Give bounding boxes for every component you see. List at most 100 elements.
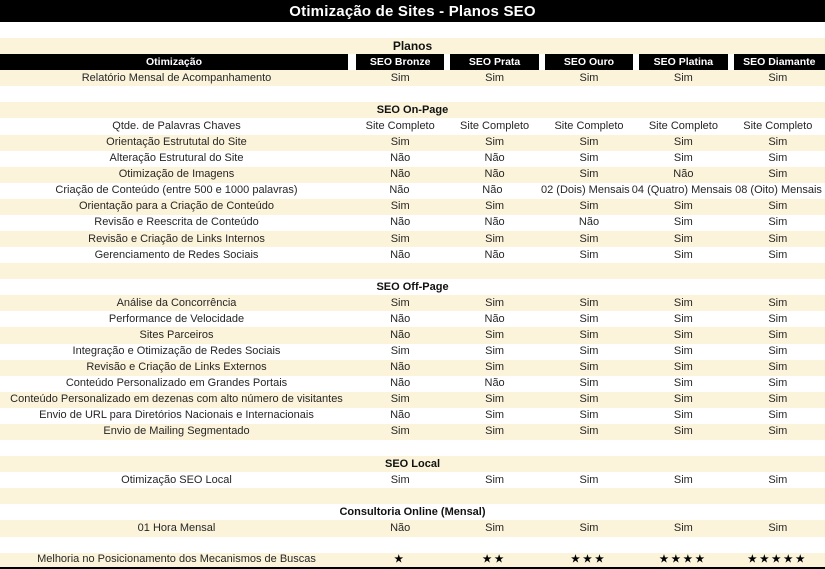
section-title: SEO Local bbox=[384, 457, 441, 470]
feature-value: Sim bbox=[485, 296, 505, 309]
rating-label: Melhoria no Posicionamento dos Mecanismo… bbox=[37, 553, 316, 566]
feature-value: Não bbox=[390, 377, 411, 390]
column-header-plan: SEO Platina bbox=[639, 54, 728, 71]
feature-value: Site Completo bbox=[460, 120, 530, 132]
feature-value: Sim bbox=[485, 393, 505, 406]
rating-row: Melhoria no Posicionamento dos Mecanismo… bbox=[0, 552, 825, 569]
feature-value: Sim bbox=[390, 200, 410, 213]
feature-value: Não bbox=[390, 312, 411, 325]
feature-value: Sim bbox=[485, 232, 505, 245]
feature-value: Sim bbox=[390, 296, 410, 309]
feature-value: Não bbox=[390, 409, 411, 422]
feature-value: Não bbox=[390, 216, 411, 229]
feature-row: Relatório Mensal de Acompanhamento Sim Sim… bbox=[0, 70, 825, 87]
feature-row: Sites Parceiros Não Sim Sim Sim Sim bbox=[0, 327, 825, 344]
feature-row: Envio de Mailing Segmentado Sim Sim Sim Sim S… bbox=[0, 423, 825, 441]
feature-value: Não bbox=[484, 377, 505, 390]
column-header-plan: SEO Ouro bbox=[544, 54, 634, 71]
feature-value: Sim bbox=[579, 425, 599, 438]
feature-label: Envio de Mailing Segmentado bbox=[103, 425, 250, 438]
feature-label: Revisão e Reescrita de Conteúdo bbox=[94, 216, 259, 229]
feature-value: Site Completo bbox=[365, 120, 435, 132]
feature-value: Sim bbox=[579, 136, 599, 149]
plans-title-row: Planos bbox=[0, 38, 825, 55]
feature-row: Conteúdo Personalizado em dezenas com al… bbox=[0, 391, 825, 408]
feature-value: Sim bbox=[673, 71, 693, 84]
feature-value: Não bbox=[390, 168, 411, 181]
star-rating: ★★★ bbox=[571, 553, 607, 565]
star-rating: ★★ bbox=[482, 553, 507, 565]
feature-row: 01 Hora Mensal Não Sim Sim Sim Sim bbox=[0, 520, 825, 537]
feature-value: Não bbox=[390, 329, 411, 342]
feature-label: Conteúdo Personalizado em Grandes Portai… bbox=[65, 377, 288, 390]
feature-label: Sites Parceiros bbox=[139, 329, 214, 342]
spacer-row bbox=[0, 22, 825, 38]
feature-row: Criação de Conteúdo (entre 500 e 1000 pa… bbox=[0, 183, 825, 199]
feature-value: Sim bbox=[768, 216, 788, 229]
feature-value: Sim bbox=[768, 473, 788, 486]
feature-value: Não bbox=[484, 248, 505, 261]
feature-value: Sim bbox=[579, 473, 599, 486]
column-header-plan: SEO Prata bbox=[450, 54, 539, 71]
feature-value: Não bbox=[482, 184, 503, 197]
feature-value: Sim bbox=[390, 232, 410, 245]
feature-value: Sim bbox=[768, 425, 788, 438]
feature-value: Sim bbox=[485, 136, 505, 149]
feature-label: Performance de Velocidade bbox=[108, 312, 245, 325]
star-rating: ★★★★ bbox=[659, 553, 708, 565]
feature-label: Orientação Estrututal do Site bbox=[106, 136, 247, 149]
feature-label: Orientação para a Criação de Conteúdo bbox=[78, 200, 275, 213]
spacer-row bbox=[0, 440, 825, 456]
feature-value: Sim bbox=[485, 473, 505, 486]
section-header-row: SEO Off-Page bbox=[0, 279, 825, 295]
feature-value: Sim bbox=[673, 521, 693, 534]
feature-value: Sim bbox=[390, 393, 410, 406]
feature-value: Sim bbox=[579, 345, 599, 358]
feature-value: Sim bbox=[673, 473, 693, 486]
feature-value: Sim bbox=[673, 232, 693, 245]
feature-value: Sim bbox=[768, 71, 788, 84]
feature-value: Sim bbox=[579, 329, 599, 342]
feature-label: Relatório Mensal de Acompanhamento bbox=[81, 71, 272, 84]
star-rating: ★ bbox=[394, 553, 407, 565]
page-title: Otimização de Sites - Planos SEO bbox=[0, 0, 825, 22]
feature-value: Sim bbox=[673, 377, 693, 390]
feature-label: Análise da Concorrência bbox=[116, 296, 237, 309]
section-header-row: Consultoria Online (Mensal) bbox=[0, 504, 825, 520]
feature-value: Sim bbox=[768, 168, 788, 181]
feature-value: Sim bbox=[579, 248, 599, 261]
section-title: Consultoria Online (Mensal) bbox=[339, 505, 486, 518]
feature-row: Integração e Otimização de Redes Sociais… bbox=[0, 344, 825, 360]
feature-label: Qtde. de Palavras Chaves bbox=[112, 120, 241, 132]
section-header-row: SEO Local bbox=[0, 456, 825, 473]
column-header-plan: SEO Bronze bbox=[356, 54, 445, 71]
feature-value: Sim bbox=[673, 248, 693, 261]
feature-row: Análise da Concorrência Sim Sim Sim Sim Sim bbox=[0, 295, 825, 312]
feature-value: Sim bbox=[768, 136, 788, 149]
feature-label: Otimização de Imagens bbox=[118, 168, 235, 181]
feature-value: Site Completo bbox=[648, 120, 718, 132]
feature-value: Não bbox=[390, 248, 411, 261]
feature-value: Sim bbox=[768, 377, 788, 390]
feature-label: 01 Hora Mensal bbox=[137, 521, 216, 534]
feature-value: Sim bbox=[579, 71, 599, 84]
feature-value: Sim bbox=[768, 361, 788, 374]
feature-row: Orientação Estrututal do Site Sim Sim Sim Si… bbox=[0, 134, 825, 151]
feature-row: Qtde. de Palavras Chaves Site Completo Sit… bbox=[0, 118, 825, 134]
feature-value: Sim bbox=[579, 409, 599, 422]
feature-value: 08 (Oito) Mensais bbox=[735, 184, 822, 197]
spacer-row bbox=[0, 86, 825, 102]
feature-value: Sim bbox=[768, 296, 788, 309]
feature-row: Envio de URL para Diretórios Nacionais e… bbox=[0, 408, 825, 424]
feature-value: Sim bbox=[673, 345, 693, 358]
plans-table: Planos Otimização SEO Bronze SEO Prata SEO O… bbox=[0, 22, 825, 569]
feature-value: Sim bbox=[390, 71, 410, 84]
feature-value: Sim bbox=[579, 361, 599, 374]
feature-row: Otimização SEO Local Sim Sim Sim Sim Sim bbox=[0, 472, 825, 488]
star-rating: ★★★★★ bbox=[747, 553, 808, 565]
feature-value: Sim bbox=[485, 71, 505, 84]
feature-value: Sim bbox=[579, 521, 599, 534]
spacer-row bbox=[0, 537, 825, 553]
feature-value: Sim bbox=[390, 425, 410, 438]
feature-label: Revisão e Criação de Links Internos bbox=[88, 232, 265, 245]
